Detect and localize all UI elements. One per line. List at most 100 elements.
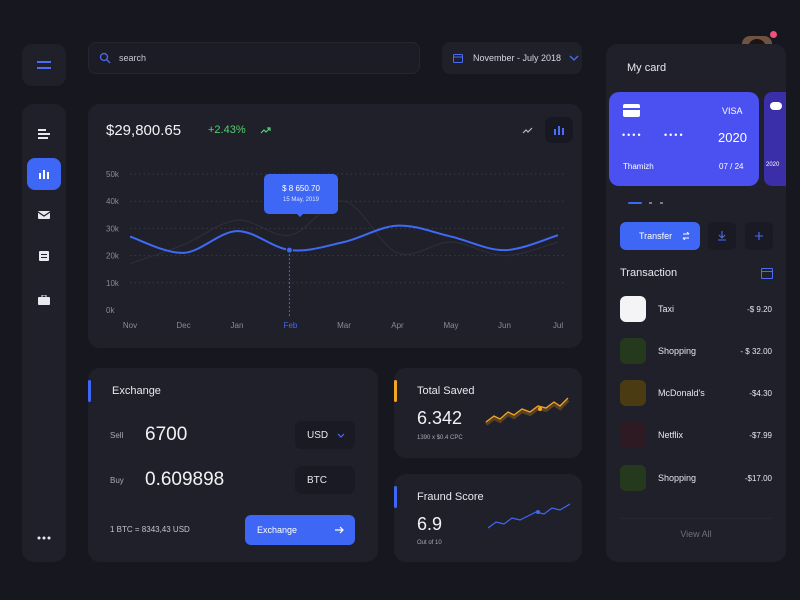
mail-icon xyxy=(38,211,50,219)
fraud-score-panel: Fraund Score 6.9 Out of 10 xyxy=(394,474,582,562)
card-toggle-icon xyxy=(770,102,782,110)
plus-icon xyxy=(755,232,763,240)
transfer-button-label: Transfer xyxy=(639,231,673,241)
list-icon xyxy=(38,129,50,139)
transaction-icon xyxy=(620,465,646,491)
balance-change: +2.43% xyxy=(208,124,246,136)
sidebar-item-list[interactable] xyxy=(27,118,61,150)
sidebar-item-documents[interactable] xyxy=(27,240,61,272)
credit-card[interactable]: VISA •••• •••• 2020 Thamizh 07 / 24 xyxy=(609,92,759,186)
x-tick-label: Feb xyxy=(284,321,298,330)
my-card-title: My card xyxy=(627,62,667,74)
y-tick-label: 50k xyxy=(106,170,120,179)
fraud-score-sparkline xyxy=(487,503,571,529)
fraud-score-sub: Out of 10 xyxy=(417,540,442,546)
calendar-icon[interactable] xyxy=(761,267,773,279)
transaction-amount: -$ 9.20 xyxy=(747,304,772,314)
exchange-rate: 1 BTC = 8343,43 USD xyxy=(110,525,190,534)
transaction-amount: -$7.99 xyxy=(749,430,772,440)
x-tick-label: Jun xyxy=(498,321,511,330)
exchange-panel: Exchange Sell 6700 USD Buy 0.609898 BTC … xyxy=(88,368,378,562)
sell-amount[interactable]: 6700 xyxy=(145,424,188,445)
credit-card-next[interactable]: 2020 xyxy=(764,92,786,186)
transaction-row[interactable]: Netflix -$7.99 xyxy=(620,422,772,448)
sidebar-item-stats[interactable] xyxy=(27,158,61,190)
sidebar xyxy=(22,104,66,562)
total-saved-value: 6.342 xyxy=(417,408,463,428)
total-saved-accent xyxy=(394,380,397,402)
buy-currency: BTC xyxy=(307,474,327,486)
search-input[interactable] xyxy=(119,53,389,63)
bar-chart-icon xyxy=(39,170,49,179)
card-number-group-2: •••• xyxy=(664,130,685,140)
view-all-link[interactable]: View All xyxy=(620,518,772,548)
transaction-amount: -$17.00 xyxy=(744,473,772,483)
tooltip-date: 15 May, 2019 xyxy=(283,197,319,203)
card-pager-dot[interactable] xyxy=(649,202,652,204)
transaction-name: McDonald's xyxy=(658,388,705,398)
add-button[interactable] xyxy=(745,222,773,250)
swap-icon xyxy=(682,232,690,240)
card-number-group-1: •••• xyxy=(622,130,643,140)
arrow-right-icon xyxy=(335,526,344,534)
line-chart-toggle-icon[interactable] xyxy=(522,125,534,135)
card-holder: Thamizh xyxy=(623,162,654,171)
card-expiry: 07 / 24 xyxy=(719,162,744,171)
transaction-icon xyxy=(620,422,646,448)
sell-currency: USD xyxy=(307,429,329,441)
exchange-accent xyxy=(88,380,91,402)
x-tick-label: Mar xyxy=(337,321,351,330)
transaction-amount: -$4.30 xyxy=(749,388,772,398)
transfer-button[interactable]: Transfer xyxy=(620,222,700,250)
series-line xyxy=(129,200,559,265)
search-bar[interactable] xyxy=(88,42,420,74)
bar-chart-icon xyxy=(554,126,564,135)
tooltip-value: $ 8 650.70 xyxy=(282,184,320,193)
y-tick-label: 10k xyxy=(106,279,120,288)
transaction-icon xyxy=(620,380,646,406)
total-saved-sub: 1390 x $0.4 CPC xyxy=(417,435,463,441)
x-tick-label: Jan xyxy=(231,321,244,330)
download-button[interactable] xyxy=(708,222,736,250)
date-range-label: November - July 2018 xyxy=(473,53,562,63)
total-saved-panel: Total Saved 6.342 1390 x $0.4 CPC xyxy=(394,368,582,458)
transaction-row[interactable]: Taxi -$ 9.20 xyxy=(620,296,772,322)
total-saved-title: Total Saved xyxy=(417,385,475,397)
y-tick-label: 30k xyxy=(106,224,120,233)
sell-label: Sell xyxy=(110,431,124,440)
transaction-icon xyxy=(620,296,646,322)
x-tick-label: Jul xyxy=(553,321,563,330)
more-button[interactable] xyxy=(27,522,61,554)
bar-chart-toggle-button[interactable] xyxy=(545,117,573,143)
fraud-score-title: Fraund Score xyxy=(417,491,484,503)
date-range-selector[interactable]: November - July 2018 xyxy=(442,42,582,74)
fraud-score-value: 6.9 xyxy=(417,514,443,534)
trend-up-icon xyxy=(260,127,271,134)
sidebar-item-briefcase[interactable] xyxy=(27,284,61,316)
balance-chart-panel xyxy=(88,104,582,348)
transaction-name: Shopping xyxy=(658,473,697,483)
balance-line-chart: 50k 40k 30k 20k 10k 0k Nov Dec Jan Feb Mar Apr May Ju… xyxy=(106,170,564,330)
buy-label: Buy xyxy=(110,476,124,485)
transaction-row[interactable]: McDonald's -$4.30 xyxy=(620,380,772,406)
sell-currency-select[interactable]: USD xyxy=(295,421,355,449)
exchange-button-label: Exchange xyxy=(257,525,298,535)
transaction-row[interactable]: Shopping -$17.00 xyxy=(620,465,772,491)
transaction-name: Taxi xyxy=(658,304,675,314)
card-brand: VISA xyxy=(722,106,743,116)
exchange-button[interactable]: Exchange xyxy=(245,515,355,545)
menu-button[interactable] xyxy=(22,44,66,86)
transaction-name: Shopping xyxy=(658,346,697,356)
card-year: 2020 xyxy=(718,130,747,145)
buy-amount[interactable]: 0.609898 xyxy=(145,469,225,490)
exchange-title: Exchange xyxy=(112,385,161,397)
sidebar-item-mail[interactable] xyxy=(27,199,61,231)
highlight-point[interactable] xyxy=(285,246,293,254)
notification-dot xyxy=(770,31,777,38)
x-tick-label: Dec xyxy=(176,321,190,330)
card-pager-dot[interactable] xyxy=(660,202,663,204)
transaction-amount: - $ 32.00 xyxy=(740,346,772,356)
transaction-row[interactable]: Shopping - $ 32.00 xyxy=(620,338,772,364)
buy-currency-select[interactable]: BTC xyxy=(295,466,355,494)
card-pager-active[interactable] xyxy=(628,202,642,204)
